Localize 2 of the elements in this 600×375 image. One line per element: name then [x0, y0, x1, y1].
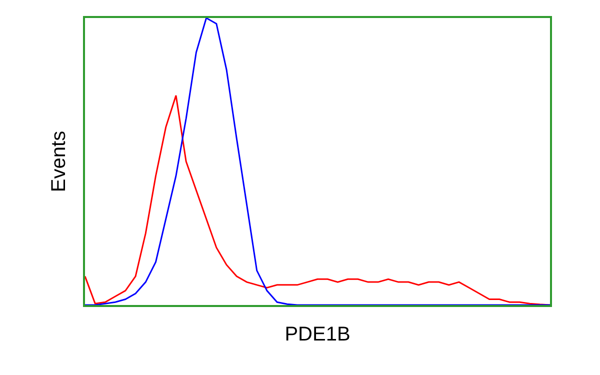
x-axis-title: PDE1B [284, 323, 350, 346]
y-axis-title: Events [48, 130, 70, 192]
